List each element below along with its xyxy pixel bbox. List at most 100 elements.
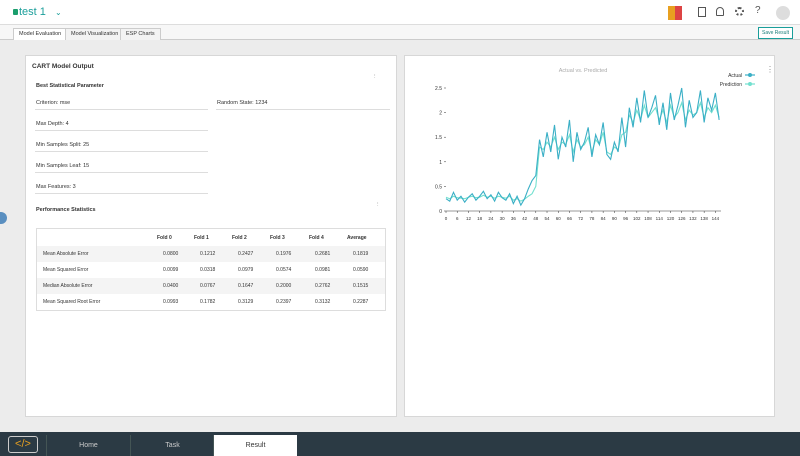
x-tick-label: 54 bbox=[545, 216, 551, 221]
column-header: Fold 4 bbox=[309, 235, 324, 241]
table-cell: 0.0979 bbox=[238, 267, 254, 273]
legend-dot bbox=[748, 82, 752, 86]
table-cell: 0.1782 bbox=[200, 299, 216, 305]
x-tick-label: 78 bbox=[589, 216, 595, 221]
param: Min Samples Split: 25 bbox=[36, 142, 90, 148]
tab[interactable]: Model Visualization bbox=[65, 28, 125, 40]
x-tick-label: 138 bbox=[700, 216, 708, 221]
param: Min Samples Leaf: 15 bbox=[36, 163, 90, 169]
table-cell: 0.1647 bbox=[238, 283, 254, 289]
x-tick-label: 30 bbox=[500, 216, 506, 221]
table-cell: 0.2681 bbox=[315, 251, 331, 257]
save-button[interactable]: Save Result bbox=[758, 27, 793, 39]
tab[interactable]: ESP Charts bbox=[120, 28, 161, 40]
avatar[interactable] bbox=[776, 6, 790, 20]
menu-dots: ⋮ bbox=[766, 65, 774, 74]
x-tick-label: 48 bbox=[533, 216, 539, 221]
series-line bbox=[445, 87, 720, 207]
x-tick-label: 144 bbox=[712, 216, 720, 221]
table-cell: 0.1515 bbox=[353, 283, 369, 289]
table-header bbox=[37, 229, 385, 246]
table-cell: 0.3129 bbox=[238, 299, 254, 305]
x-tick-label: 72 bbox=[578, 216, 584, 221]
column-header: Fold 2 bbox=[232, 235, 247, 241]
table-cell: 0.0318 bbox=[200, 267, 216, 273]
column-header: Fold 3 bbox=[270, 235, 285, 241]
table-cell: 0.3132 bbox=[315, 299, 331, 305]
x-tick-label: 18 bbox=[477, 216, 483, 221]
legend-label: Actual bbox=[728, 73, 742, 79]
table-cell: 0.1212 bbox=[200, 251, 216, 257]
table-cell: 0.0981 bbox=[315, 267, 331, 273]
tab[interactable]: Model Evaluation bbox=[13, 28, 68, 40]
y-tick-label: 0 bbox=[439, 209, 442, 215]
x-tick-label: 96 bbox=[623, 216, 629, 221]
help-icon[interactable]: ? bbox=[755, 5, 761, 16]
table-cell: 0.1976 bbox=[276, 251, 292, 257]
bell-icon[interactable] bbox=[716, 7, 724, 16]
table-cell: 0.2397 bbox=[276, 299, 292, 305]
table-cell: 0.0993 bbox=[163, 299, 179, 305]
table-cell: Mean Squared Root Error bbox=[43, 299, 101, 305]
output-card: CART Model Output ⋮ Best Statistical Par… bbox=[25, 55, 397, 417]
x-tick-label: 6 bbox=[456, 216, 459, 221]
x-tick-label: 108 bbox=[644, 216, 652, 221]
table-cell: 0.2427 bbox=[238, 251, 254, 257]
x-tick-label: 36 bbox=[511, 216, 517, 221]
underline bbox=[35, 109, 208, 110]
underline bbox=[216, 109, 390, 110]
card-title: CART Model Output bbox=[32, 63, 94, 70]
menu-dots[interactable]: ⋮ bbox=[375, 202, 381, 208]
x-tick-label: 12 bbox=[466, 216, 472, 221]
x-tick-label: 66 bbox=[567, 216, 573, 221]
x-tick-label: 132 bbox=[689, 216, 697, 221]
y-tick-label: 2 bbox=[439, 111, 442, 117]
table-row bbox=[37, 294, 385, 310]
top-bar: test 1 ⌄ ? bbox=[0, 0, 800, 25]
y-tick-label: 0.5 bbox=[435, 184, 442, 190]
tab-bar: Model Evaluation Model Visualization ESP… bbox=[0, 25, 800, 40]
underline bbox=[35, 172, 208, 173]
app-icon[interactable] bbox=[668, 6, 682, 20]
nav-item[interactable]: Result bbox=[213, 435, 297, 456]
table-cell: 0.2762 bbox=[315, 283, 331, 289]
project-name[interactable]: test 1 bbox=[19, 6, 46, 18]
param: Random State: 1234 bbox=[217, 100, 268, 106]
table-cell: Mean Absolute Error bbox=[43, 251, 89, 257]
underline bbox=[35, 130, 208, 131]
table-row bbox=[37, 278, 385, 294]
y-tick-label: 2.5 bbox=[435, 86, 442, 92]
legend-label: Prediction bbox=[720, 82, 742, 88]
column-header: Average bbox=[347, 235, 367, 241]
table-cell: 0.0400 bbox=[163, 283, 179, 289]
notes-icon[interactable] bbox=[698, 7, 706, 17]
nav-item[interactable]: Task bbox=[130, 435, 214, 456]
series-line bbox=[445, 100, 720, 202]
x-tick-label: 60 bbox=[556, 216, 562, 221]
lock-icon bbox=[13, 9, 18, 15]
nav-item[interactable]: Home bbox=[46, 435, 130, 456]
x-tick-label: 0 bbox=[445, 216, 448, 221]
y-tick-label: 1.5 bbox=[435, 135, 442, 141]
settings-icon[interactable] bbox=[735, 7, 744, 16]
x-tick-label: 90 bbox=[612, 216, 618, 221]
table-cell: 0.0590 bbox=[353, 267, 369, 273]
table-cell: 0.1819 bbox=[353, 251, 369, 257]
x-tick-label: 84 bbox=[601, 216, 607, 221]
x-tick-label: 114 bbox=[656, 216, 664, 221]
x-tick-label: 24 bbox=[488, 216, 494, 221]
x-tick-label: 120 bbox=[667, 216, 675, 221]
param: Max Features: 3 bbox=[36, 184, 76, 190]
column-header: Fold 1 bbox=[194, 235, 209, 241]
chart: Actual vs. Predicted ⋮ 0 0.5 1 1.5 2 2.5 0 6 12 18 2… bbox=[435, 65, 774, 221]
table-cell: Median Absolute Error bbox=[43, 283, 93, 289]
param: Criterion: mse bbox=[36, 100, 71, 106]
table-cell: 0.2287 bbox=[353, 299, 369, 305]
dropdown-caret[interactable]: ⌄ bbox=[55, 8, 62, 17]
side-toggle[interactable] bbox=[0, 212, 7, 224]
table-cell: 0.0800 bbox=[163, 251, 179, 257]
underline bbox=[35, 151, 208, 152]
param: Max Depth: 4 bbox=[36, 121, 69, 127]
menu-dots[interactable]: ⋮ bbox=[372, 74, 378, 80]
